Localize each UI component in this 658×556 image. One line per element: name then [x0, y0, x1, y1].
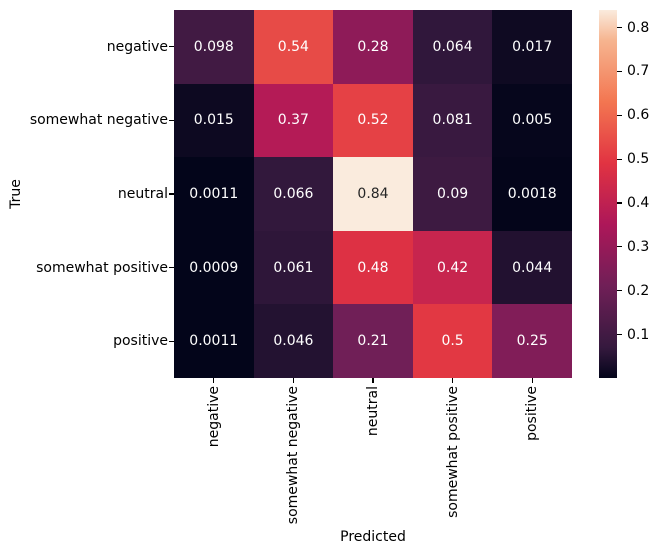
heatmap-grid: 0.098 0.54 0.28 0.064 0.017 0.015 0.37 0.52 0.08… — [174, 10, 572, 378]
cell-value: 0.52 — [357, 112, 389, 129]
heatmap-cell: 0.0011 — [174, 304, 254, 378]
y-tick-mark — [169, 46, 174, 48]
colorbar-tick-label: 0.4 — [627, 194, 650, 211]
heatmap-cell: 0.5 — [412, 304, 493, 378]
heatmap-cell: 0.21 — [333, 304, 413, 378]
y-tick-mark — [169, 119, 174, 121]
x-tick-mark — [292, 378, 294, 383]
heatmap-cell: 0.37 — [253, 83, 334, 158]
cell-value: 0.28 — [357, 38, 389, 55]
y-tick-label: negative — [106, 38, 168, 55]
heatmap-cell: 0.25 — [492, 304, 572, 378]
heatmap-cell: 0.064 — [412, 10, 493, 84]
cell-value: 0.5 — [441, 333, 464, 350]
heatmap-cell: 0.28 — [333, 10, 413, 84]
cell-value: 0.046 — [273, 333, 314, 350]
colorbar-tick-mark — [617, 70, 622, 72]
cell-value: 0.061 — [273, 259, 314, 276]
cell-value: 0.005 — [512, 112, 553, 129]
heatmap-cell: 0.0011 — [174, 157, 254, 231]
colorbar-tick-label: 0.3 — [627, 238, 650, 255]
cell-value: 0.09 — [437, 185, 469, 202]
x-tick-mark — [213, 378, 215, 383]
cell-value: 0.0011 — [189, 185, 239, 202]
cell-value: 0.015 — [193, 112, 234, 129]
heatmap-cell: 0.098 — [174, 10, 254, 84]
x-tick-mark — [452, 378, 454, 383]
colorbar-tick-mark — [617, 290, 622, 292]
cell-value: 0.0009 — [189, 259, 239, 276]
heatmap-cell: 0.0009 — [174, 230, 254, 305]
colorbar-tick-label: 0.8 — [627, 19, 650, 36]
heatmap-cell: 0.42 — [412, 230, 493, 305]
colorbar-tick-mark — [617, 26, 622, 29]
cell-value: 0.0011 — [189, 333, 239, 350]
heatmap-cell: 0.015 — [174, 83, 254, 158]
heatmap-cell: 0.84 — [333, 157, 413, 231]
y-tick-label: neutral — [117, 186, 168, 202]
x-tick-mark — [531, 378, 533, 383]
x-tick-label: somewhat positive — [444, 386, 461, 518]
y-tick-mark — [169, 267, 174, 269]
cell-value: 0.017 — [512, 38, 553, 55]
heatmap-cell: 0.046 — [253, 304, 334, 378]
colorbar-tick-mark — [617, 114, 622, 116]
x-tick-label: neutral — [365, 386, 381, 437]
colorbar — [599, 10, 617, 378]
x-tick-label: negative — [205, 386, 222, 448]
colorbar-tick-mark — [617, 158, 622, 160]
heatmap-cell: 0.52 — [333, 83, 413, 158]
heatmap-cell: 0.09 — [412, 157, 493, 231]
y-axis-title: True — [8, 179, 24, 209]
heatmap-cell: 0.005 — [492, 83, 572, 158]
y-tick-mark — [169, 340, 174, 342]
colorbar-tick-label: 0.6 — [627, 107, 650, 124]
heatmap-cell: 0.044 — [492, 230, 572, 305]
heatmap-cell: 0.061 — [253, 230, 334, 305]
cell-value: 0.54 — [277, 38, 309, 55]
colorbar-tick-label: 0.7 — [627, 63, 650, 80]
x-tick-label: somewhat negative — [285, 386, 302, 525]
cell-value: 0.098 — [193, 38, 234, 55]
cell-value: 0.064 — [432, 38, 473, 55]
x-tick-label: positive — [524, 386, 541, 441]
y-tick-mark — [169, 193, 174, 195]
y-tick-label: positive — [113, 333, 168, 350]
colorbar-tick-label: 0.1 — [627, 326, 650, 343]
cell-value: 0.42 — [437, 259, 469, 276]
heatmap-cell: 0.54 — [253, 10, 334, 84]
cell-value: 0.044 — [512, 259, 553, 276]
colorbar-tick-mark — [617, 202, 622, 204]
cell-value: 0.21 — [357, 333, 389, 350]
heatmap-cell: 0.48 — [333, 230, 413, 305]
cell-value: 0.84 — [357, 185, 389, 202]
heatmap-cell: 0.081 — [412, 83, 493, 158]
heatmap-cell: 0.0018 — [492, 157, 572, 231]
y-tick-label: somewhat positive — [36, 259, 168, 276]
cell-value: 0.066 — [273, 185, 314, 202]
heatmap-cell: 0.066 — [253, 157, 334, 231]
colorbar-tick-label: 0.2 — [627, 282, 650, 299]
colorbar-tick-mark — [617, 246, 622, 248]
cell-value: 0.25 — [516, 333, 548, 350]
cell-value: 0.081 — [432, 112, 473, 129]
x-tick-mark — [372, 378, 374, 383]
colorbar-tick-label: 0.5 — [627, 151, 650, 168]
y-tick-label: somewhat negative — [29, 112, 168, 129]
x-axis-title: Predicted — [340, 529, 406, 545]
cell-value: 0.0018 — [507, 185, 557, 202]
colorbar-tick-mark — [617, 333, 622, 336]
heatmap-cell: 0.017 — [492, 10, 572, 84]
cell-value: 0.48 — [357, 259, 389, 276]
cell-value: 0.37 — [277, 112, 309, 129]
